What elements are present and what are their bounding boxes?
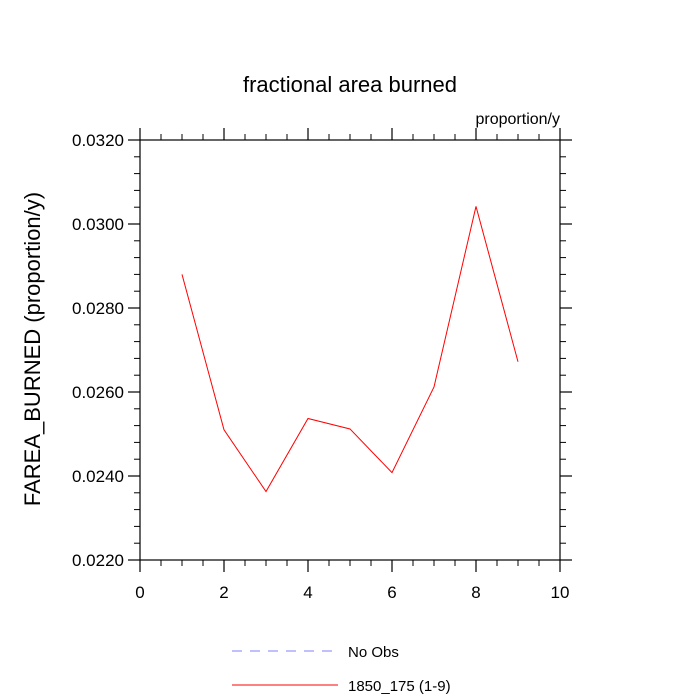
minor-ticks [134, 134, 566, 566]
x-tick-label: 10 [551, 583, 570, 602]
units-label: proportion/y [476, 111, 561, 128]
series-layer [181, 206, 519, 493]
y-tick-label: 0.0260 [72, 383, 124, 402]
chart-title: fractional area burned [243, 72, 457, 97]
x-tick-label: 4 [303, 583, 312, 602]
x-tick-label: 8 [471, 583, 480, 602]
y-tick-labels: 0.0220 0.0240 0.0260 0.0280 0.0300 0.0320 [72, 131, 124, 570]
major-ticks [128, 128, 572, 572]
x-tick-label: 2 [219, 583, 228, 602]
x-tick-label: 0 [135, 583, 144, 602]
y-tick-label: 0.0320 [72, 131, 124, 150]
series-line [181, 206, 519, 493]
y-tick-label: 0.0300 [72, 215, 124, 234]
legend: No Obs 1850_175 (1-9) [232, 644, 451, 695]
y-tick-label: 0.0240 [72, 467, 124, 486]
y-tick-label: 0.0220 [72, 551, 124, 570]
legend-label: 1850_175 (1-9) [348, 678, 451, 695]
y-axis-label: FAREA_BURNED (proportion/y) [20, 192, 45, 506]
x-tick-label: 6 [387, 583, 396, 602]
legend-label: No Obs [348, 644, 399, 661]
x-tick-labels: 0 2 4 6 8 10 [135, 583, 569, 602]
plot-frame [139, 139, 561, 561]
y-tick-label: 0.0280 [72, 299, 124, 318]
